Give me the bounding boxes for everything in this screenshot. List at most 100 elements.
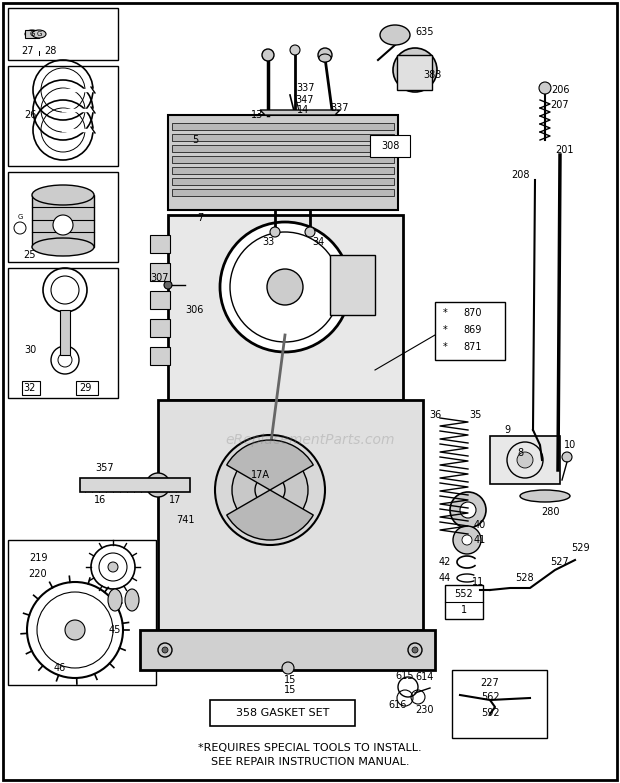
- Text: 30: 30: [24, 345, 36, 355]
- Circle shape: [220, 222, 350, 352]
- Text: 207: 207: [551, 100, 569, 110]
- Text: 615: 615: [396, 671, 414, 681]
- Text: 36: 36: [429, 410, 441, 420]
- Bar: [172, 189, 394, 196]
- Text: 40: 40: [474, 520, 486, 530]
- Text: 230: 230: [416, 705, 434, 715]
- Wedge shape: [227, 490, 313, 540]
- Text: 9: 9: [504, 425, 510, 435]
- Text: 869: 869: [464, 325, 482, 335]
- Circle shape: [215, 435, 325, 545]
- Text: 635: 635: [416, 27, 434, 37]
- Bar: [172, 145, 394, 152]
- Bar: [150, 263, 170, 281]
- Bar: [370, 135, 410, 157]
- Text: *: *: [443, 308, 448, 318]
- Text: eReplacementParts.com: eReplacementParts.com: [225, 433, 395, 447]
- Text: 741: 741: [175, 515, 194, 525]
- Circle shape: [342, 275, 362, 295]
- Text: *: *: [443, 325, 448, 335]
- Text: 17: 17: [169, 495, 181, 505]
- Circle shape: [65, 620, 85, 640]
- Text: 383: 383: [423, 70, 441, 80]
- Text: 34: 34: [312, 237, 324, 247]
- Bar: [8, 8, 118, 60]
- Circle shape: [562, 452, 572, 462]
- Circle shape: [460, 502, 476, 518]
- Circle shape: [453, 526, 481, 554]
- Text: 308: 308: [381, 141, 399, 151]
- Bar: [140, 630, 435, 670]
- Circle shape: [53, 215, 73, 235]
- Circle shape: [270, 227, 280, 237]
- Circle shape: [158, 643, 172, 657]
- Bar: [76, 381, 98, 395]
- Text: 10: 10: [564, 440, 576, 450]
- Text: 528: 528: [516, 573, 534, 583]
- Bar: [172, 134, 394, 141]
- Ellipse shape: [108, 589, 122, 611]
- Text: 529: 529: [570, 543, 590, 553]
- Ellipse shape: [25, 30, 39, 38]
- Bar: [210, 700, 355, 726]
- Ellipse shape: [32, 30, 46, 38]
- Bar: [150, 235, 170, 253]
- Text: 15: 15: [284, 675, 296, 685]
- Text: G: G: [29, 31, 35, 37]
- Bar: [22, 381, 40, 395]
- Text: 357: 357: [95, 463, 114, 473]
- Text: 32: 32: [24, 383, 36, 393]
- Bar: [397, 55, 432, 90]
- Circle shape: [282, 662, 294, 674]
- Bar: [172, 167, 394, 174]
- Text: 337: 337: [330, 103, 349, 113]
- Text: 13: 13: [251, 110, 263, 120]
- Text: 45: 45: [109, 625, 121, 635]
- Text: 208: 208: [511, 170, 529, 180]
- Text: 11: 11: [472, 577, 484, 587]
- Circle shape: [408, 643, 422, 657]
- Text: 26: 26: [24, 110, 36, 120]
- Bar: [60, 310, 70, 355]
- Bar: [435, 302, 505, 360]
- Circle shape: [517, 452, 533, 468]
- Text: 527: 527: [551, 557, 569, 567]
- Text: *: *: [443, 342, 448, 352]
- Text: 337: 337: [297, 83, 315, 93]
- Text: 562: 562: [480, 692, 499, 702]
- Text: 27: 27: [22, 46, 34, 56]
- Text: 7: 7: [197, 213, 203, 223]
- Text: 42: 42: [439, 557, 451, 567]
- Text: 14: 14: [297, 105, 309, 115]
- Circle shape: [305, 227, 315, 237]
- Circle shape: [290, 45, 300, 55]
- Text: 35: 35: [469, 410, 481, 420]
- Text: 307: 307: [151, 273, 169, 283]
- Bar: [158, 400, 423, 630]
- Bar: [172, 156, 394, 163]
- Text: 17A: 17A: [250, 470, 270, 480]
- Text: SEE REPAIR INSTRUCTION MANUAL.: SEE REPAIR INSTRUCTION MANUAL.: [211, 757, 409, 767]
- Bar: [490, 436, 560, 484]
- Bar: [32, 195, 94, 247]
- Text: *REQUIRES SPECIAL TOOLS TO INSTALL.: *REQUIRES SPECIAL TOOLS TO INSTALL.: [198, 743, 422, 753]
- Text: 33: 33: [262, 237, 274, 247]
- Text: 8: 8: [517, 448, 523, 458]
- Bar: [150, 291, 170, 309]
- Text: 44: 44: [439, 573, 451, 583]
- Bar: [8, 172, 118, 262]
- Text: 220: 220: [29, 569, 47, 579]
- Ellipse shape: [32, 185, 94, 205]
- Bar: [25, 30, 39, 38]
- Circle shape: [334, 267, 370, 303]
- Ellipse shape: [380, 25, 410, 45]
- Ellipse shape: [319, 54, 331, 62]
- Text: 219: 219: [29, 553, 47, 563]
- Bar: [8, 268, 118, 398]
- Text: 227: 227: [480, 678, 499, 688]
- Bar: [150, 319, 170, 337]
- Text: 614: 614: [416, 672, 434, 682]
- Ellipse shape: [125, 589, 139, 611]
- Circle shape: [164, 281, 172, 289]
- Text: 201: 201: [556, 145, 574, 155]
